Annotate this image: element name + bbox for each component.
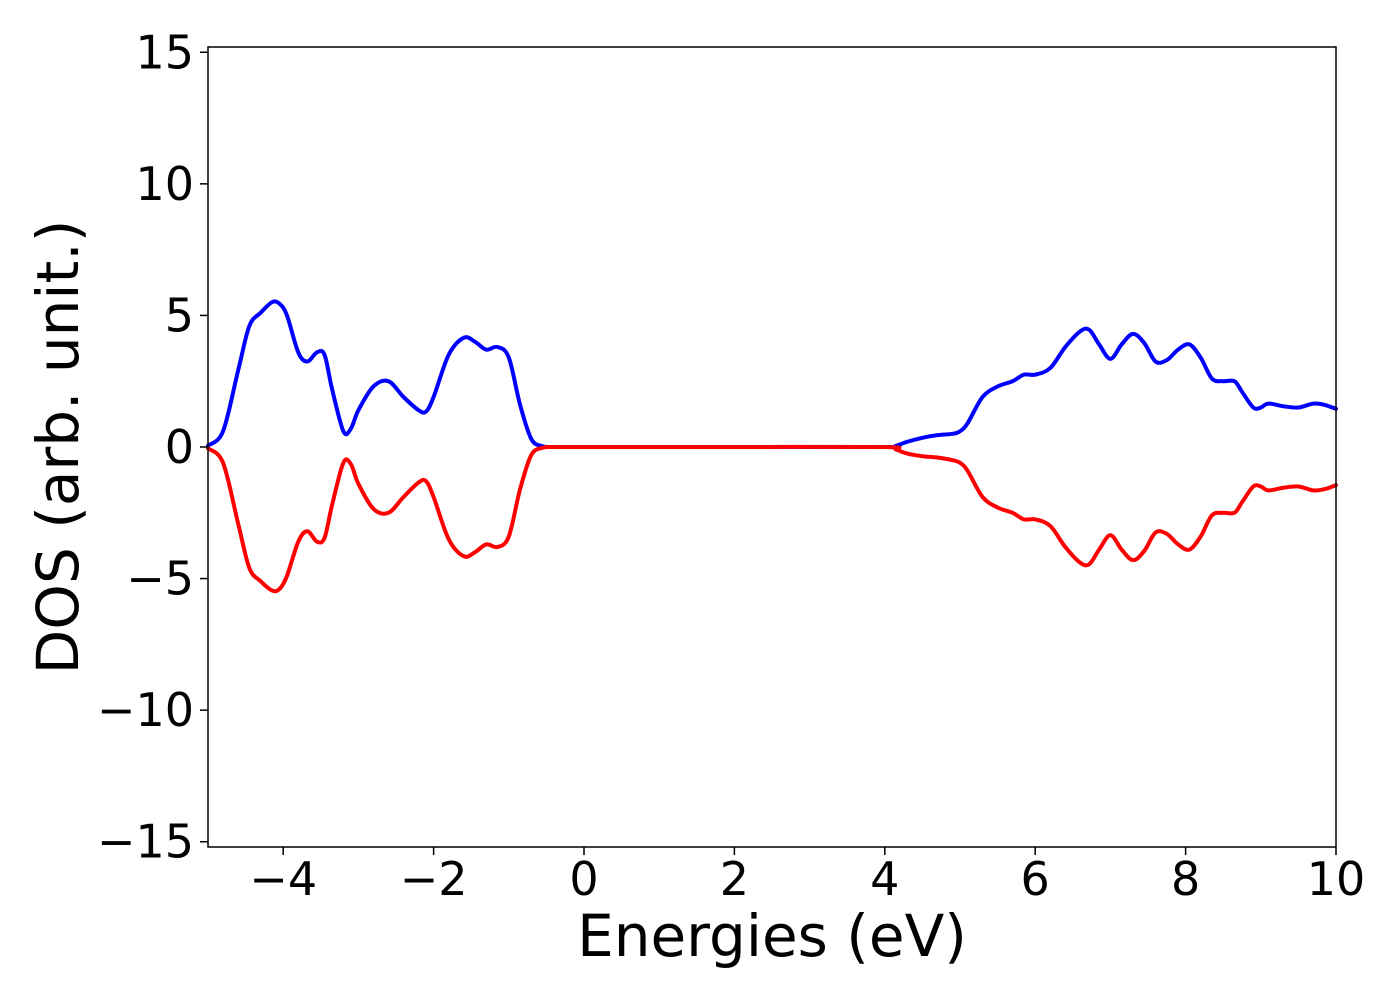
y-tick-label: 5 xyxy=(165,288,194,342)
x-tick-label: 0 xyxy=(569,852,598,906)
x-tick-label: 4 xyxy=(870,852,899,906)
x-tick-label: 6 xyxy=(1021,852,1050,906)
y-tick-label: −5 xyxy=(126,552,194,606)
x-tick-label: 8 xyxy=(1171,852,1200,906)
series-layer xyxy=(206,299,1338,594)
y-tick-label: 15 xyxy=(135,25,194,79)
y-tick-label: 0 xyxy=(165,420,194,474)
x-tick-label: −4 xyxy=(249,852,317,906)
x-tick-label: 2 xyxy=(720,852,749,906)
x-tick-label: 10 xyxy=(1307,852,1366,906)
x-tick-label: −2 xyxy=(400,852,468,906)
y-tick-label: −15 xyxy=(97,815,194,869)
x-axis-ticks: −4 −2 0 2 4 6 8 10 xyxy=(249,847,1365,906)
x-axis-label: Energies (eV) xyxy=(577,902,967,970)
y-axis-ticks: 15 10 5 0 −5 −10 −15 xyxy=(97,25,208,869)
series-line-0 xyxy=(206,299,1338,450)
y-tick-label: −10 xyxy=(97,683,194,737)
y-axis-label: DOS (arb. unit.) xyxy=(24,220,92,675)
series-line-1 xyxy=(206,444,1338,594)
y-tick-label: 10 xyxy=(135,157,194,211)
